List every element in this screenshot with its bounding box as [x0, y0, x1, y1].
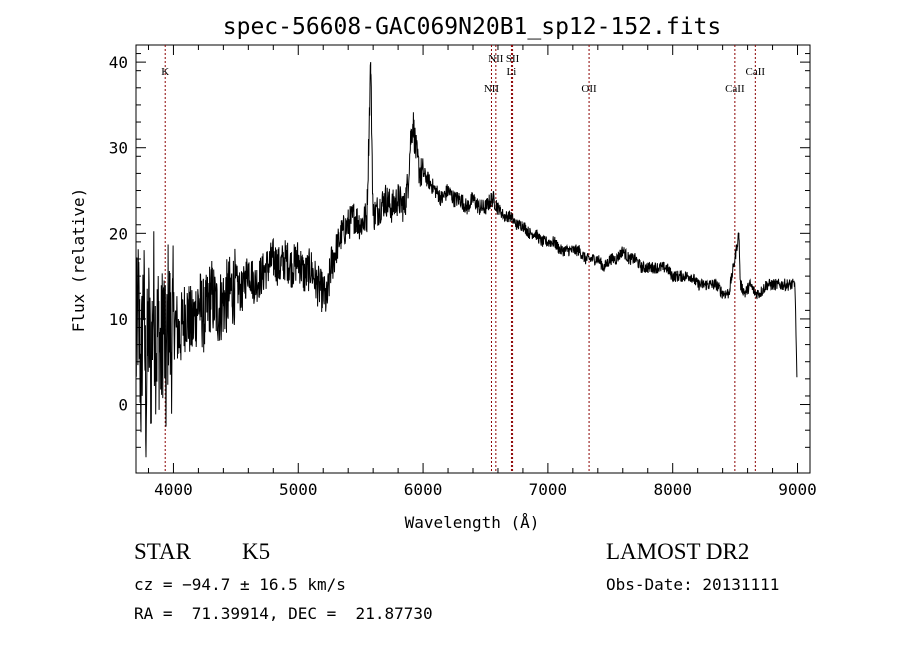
spectral-line-label: K [161, 66, 169, 78]
x-tick-label: 5000 [279, 480, 318, 499]
spectral-line-label: NII [488, 53, 504, 65]
x-axis: 4000 5000 6000 7000 8000 9000 [147, 45, 817, 499]
y-tick-label: 30 [109, 139, 128, 158]
object-subclass: K5 [242, 539, 271, 564]
survey-name: LAMOST DR2 [606, 539, 750, 564]
plot-frame [135, 44, 811, 474]
x-tick-label: 4000 [154, 480, 193, 499]
ra-dec: RA = 71.39914, DEC = 21.87730 [134, 604, 433, 623]
obs-date: Obs-Date: 20131111 [606, 575, 780, 594]
x-axis-label: Wavelength (Å) [405, 513, 540, 532]
spectral-line-markers [164, 45, 756, 473]
x-tick-label: 7000 [529, 480, 568, 499]
y-tick-label: 0 [118, 396, 128, 415]
spectral-line-label: CaII [746, 66, 766, 78]
x-tick-label: 6000 [404, 480, 443, 499]
redshift-cz: cz = −94.7 ± 16.5 km/s [134, 575, 346, 594]
y-axis-label: Flux (relative) [69, 188, 88, 333]
spectral-line-label: SII [506, 53, 520, 65]
y-axis: 0 10 20 30 40 [109, 53, 810, 448]
spectrum-series-line [135, 62, 798, 458]
y-tick-label: 20 [109, 224, 128, 243]
spectral-line-label: OII [581, 83, 597, 95]
chart-title: spec-56608-GAC069N20B1_sp12-152.fits [223, 14, 722, 40]
x-tick-label: 9000 [778, 480, 817, 499]
spectral-line-label: NII [484, 83, 500, 95]
spectral-line-label: Li [507, 66, 517, 78]
y-tick-label: 40 [109, 53, 128, 72]
object-class: STAR [134, 539, 191, 564]
spectral-line-label: CaII [725, 83, 745, 95]
x-tick-label: 8000 [653, 480, 692, 499]
y-tick-label: 10 [109, 310, 128, 329]
